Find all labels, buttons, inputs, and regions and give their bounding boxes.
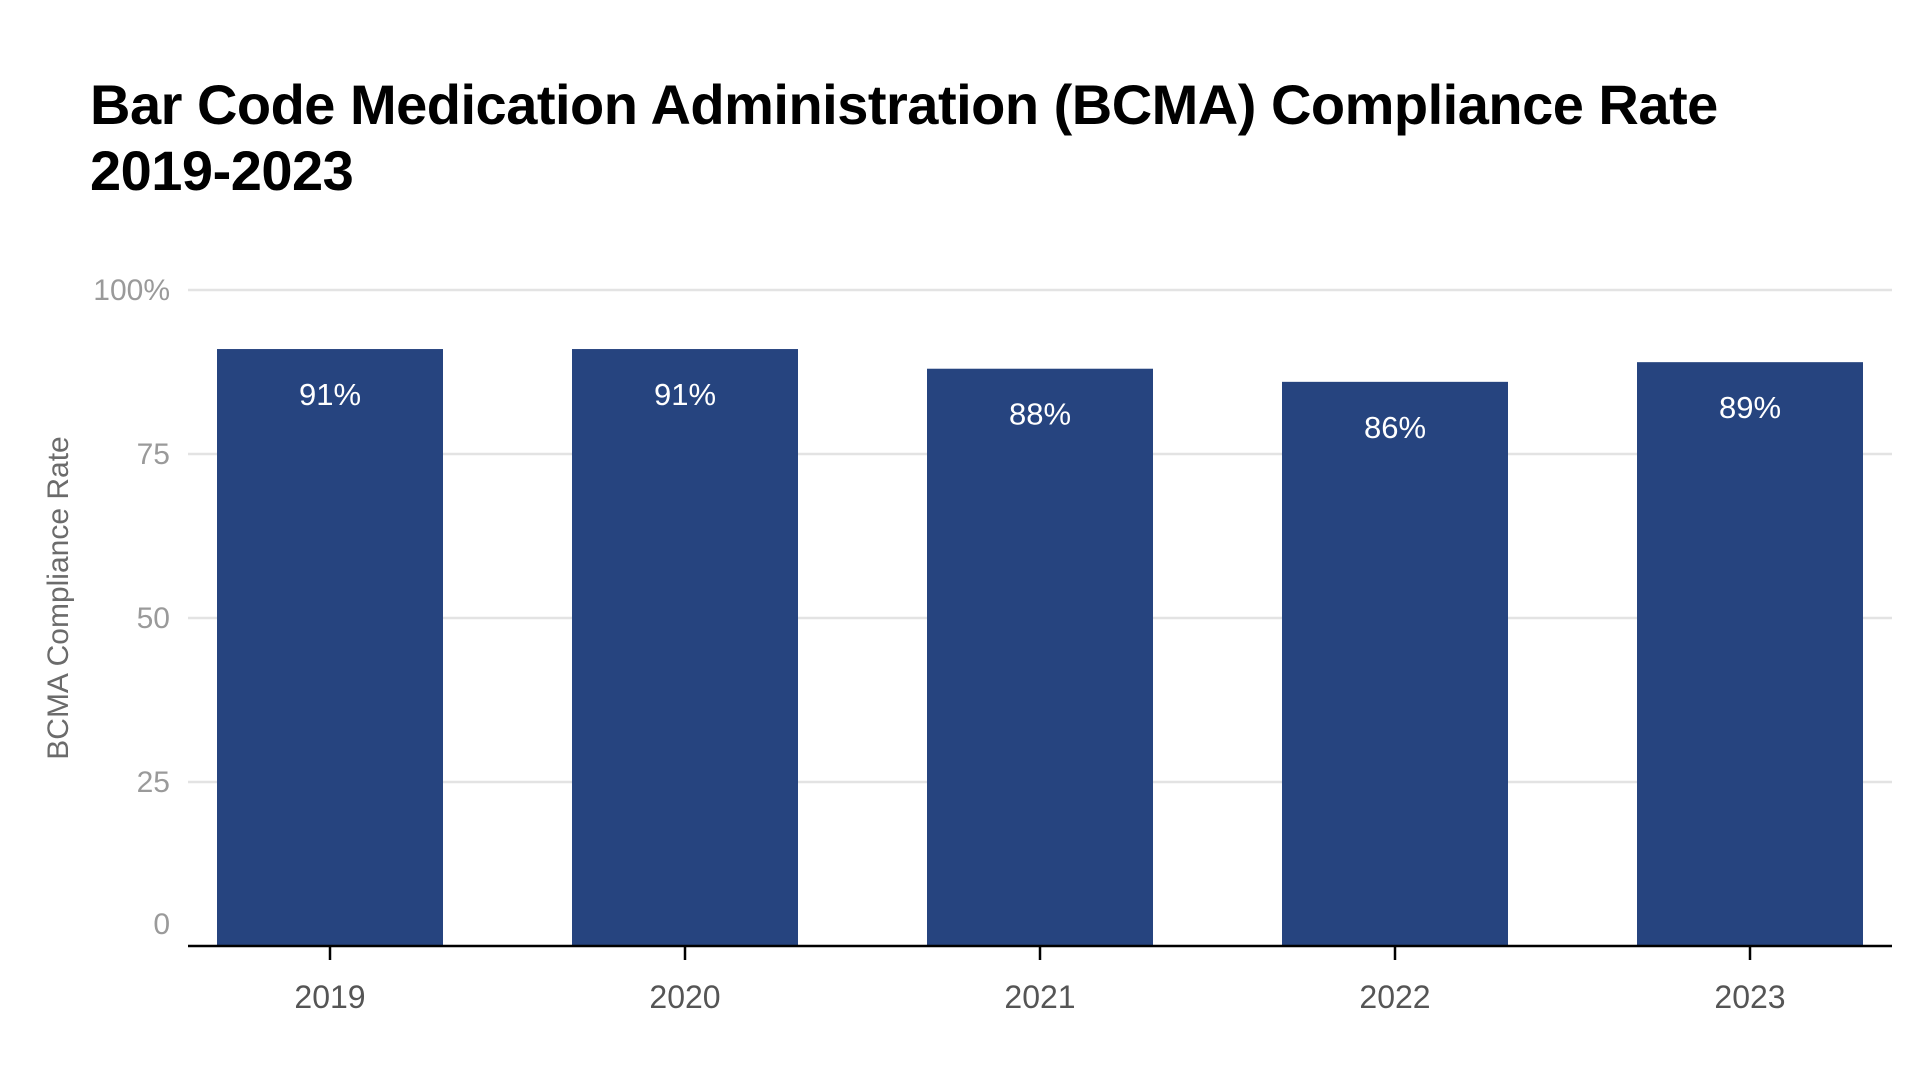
bar-2021 (927, 368, 1153, 947)
y-tick-label: 0 (153, 908, 170, 941)
data-label-2019: 91% (299, 377, 361, 412)
bar-2022 (1282, 381, 1508, 947)
x-tick-label-2021: 2021 (1004, 979, 1075, 1015)
data-label-2023: 89% (1719, 390, 1781, 425)
y-axis-title: BCMA Compliance Rate (42, 436, 75, 759)
chart-title-line-2: 2019-2023 (90, 139, 354, 202)
y-tick-label: 75 (137, 438, 170, 471)
bars (217, 349, 1863, 947)
data-label-2021: 88% (1009, 397, 1071, 432)
x-tick-label-2022: 2022 (1359, 979, 1430, 1015)
data-labels: 91% 91% 88% 86% 89% (299, 377, 1781, 445)
y-axis-ticks: 0 25 50 75 100% (93, 274, 170, 941)
bar-2023 (1637, 362, 1863, 946)
data-label-2020: 91% (654, 377, 716, 412)
x-tick-label-2020: 2020 (649, 979, 720, 1015)
chart-title-line-1: Bar Code Medication Administration (BCMA… (90, 73, 1718, 136)
y-tick-label: 50 (137, 602, 170, 635)
bar-2020 (572, 349, 798, 946)
y-tick-label: 100% (93, 274, 170, 307)
x-tick-label-2023: 2023 (1714, 979, 1785, 1015)
bar-2019 (217, 349, 443, 946)
x-tick-label-2019: 2019 (294, 979, 365, 1015)
x-axis-ticks: 2019 2020 2021 2022 2023 (294, 946, 1786, 1015)
data-label-2022: 86% (1364, 410, 1426, 445)
chart-title: Bar Code Medication Administration (BCMA… (90, 72, 1830, 204)
y-tick-label: 25 (137, 766, 170, 799)
